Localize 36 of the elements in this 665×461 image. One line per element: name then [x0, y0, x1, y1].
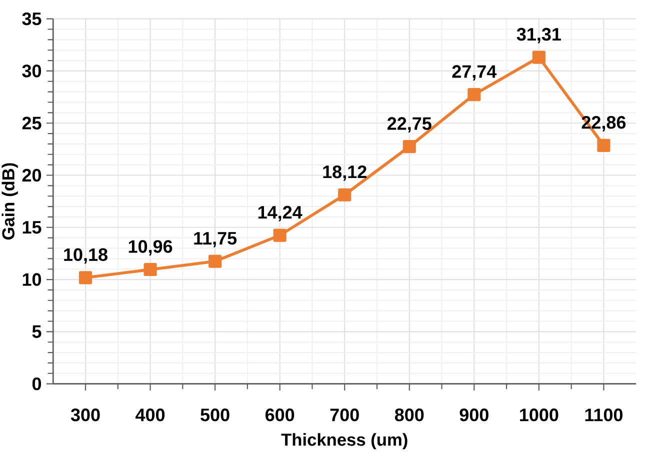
- data-label: 10,18: [64, 248, 108, 264]
- x-tick-label: 800: [394, 408, 424, 422]
- y-tick-label: 25: [22, 116, 42, 130]
- y-axis-title: Gain (dB): [2, 163, 18, 240]
- point: [273, 228, 286, 242]
- data-label: 27,74: [452, 65, 497, 80]
- x-tick-label: 400: [136, 408, 165, 422]
- point: [468, 88, 481, 102]
- data-label: 31,31: [516, 28, 561, 44]
- x-tick-label: 600: [265, 408, 294, 422]
- x-axis-title: Thickness (um): [281, 433, 408, 450]
- y-tick-label: 5: [32, 325, 42, 338]
- data-label: 14,24: [258, 206, 302, 222]
- x-tick-label: 500: [200, 408, 230, 422]
- data-label: 18,12: [323, 165, 366, 181]
- point: [208, 254, 222, 268]
- x-tick-label: 1000: [520, 408, 558, 422]
- x-tick-label: 1100: [585, 408, 623, 422]
- data-label: 22,75: [387, 117, 432, 133]
- point: [532, 50, 546, 64]
- point: [597, 138, 610, 152]
- point: [78, 271, 92, 284]
- y-tick-label: 15: [22, 221, 42, 234]
- y-tick-label: 30: [22, 64, 42, 78]
- point: [144, 262, 157, 276]
- y-tick-label: 10: [22, 273, 42, 286]
- y-tick-label: 0: [32, 377, 42, 390]
- y-tick-label: 20: [22, 168, 42, 182]
- point: [402, 140, 416, 154]
- data-label: 10,96: [128, 240, 172, 256]
- point: [338, 188, 352, 202]
- y-tick-label: 35: [22, 12, 42, 26]
- x-tick-label: 300: [70, 408, 100, 422]
- data-label: 11,75: [194, 232, 237, 248]
- x-tick-label: 700: [330, 408, 359, 422]
- x-tick-label: 900: [460, 408, 488, 422]
